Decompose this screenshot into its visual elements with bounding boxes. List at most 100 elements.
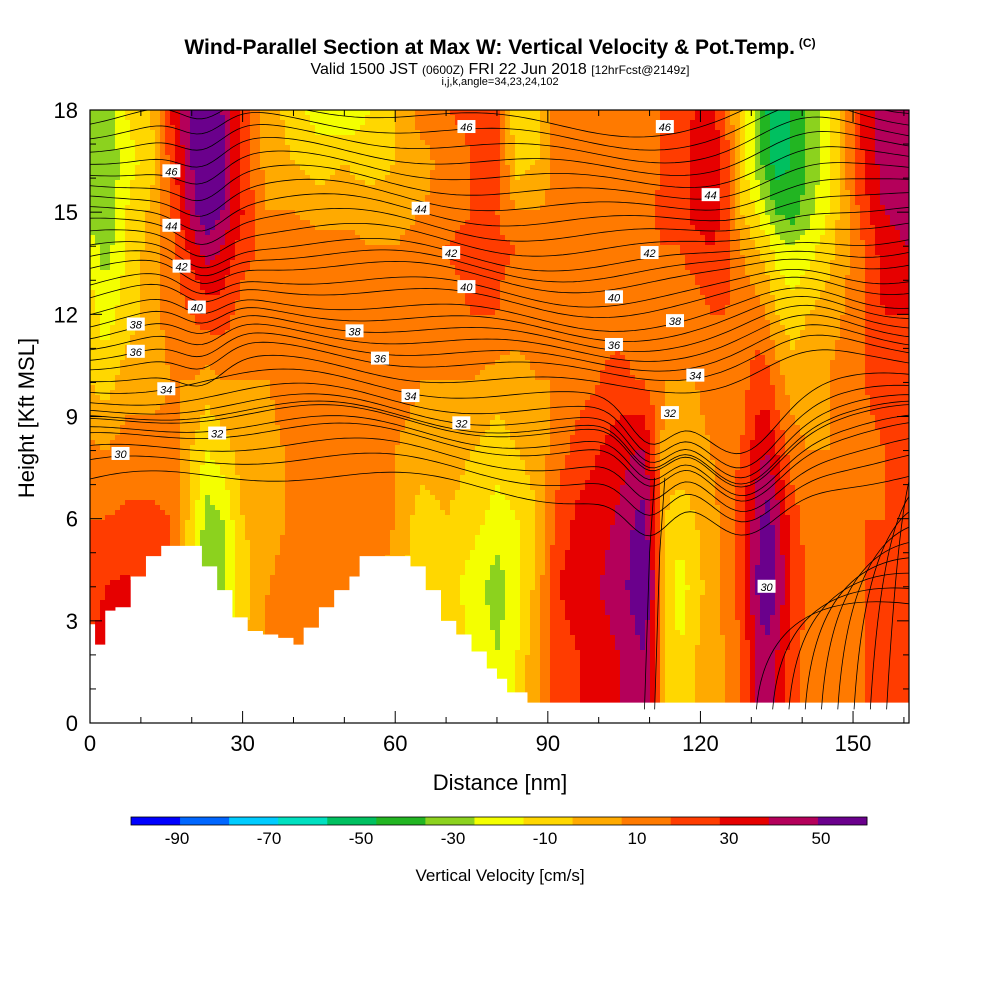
field-cell: [475, 170, 481, 176]
field-cell: [860, 230, 866, 236]
field-cell: [530, 195, 536, 201]
field-cell: [485, 200, 491, 206]
field-cell: [225, 190, 231, 196]
field-cell: [605, 115, 611, 121]
field-cell: [735, 185, 741, 191]
field-cell: [845, 155, 851, 161]
field-cell: [395, 220, 401, 226]
field-cell: [255, 220, 261, 226]
field-cell: [485, 160, 491, 166]
field-cell: [450, 110, 456, 116]
field-cell: [325, 230, 331, 236]
field-cell: [675, 170, 681, 176]
field-cell: [460, 170, 466, 176]
field-cell: [275, 140, 281, 146]
field-cell: [415, 165, 421, 171]
field-cell: [260, 220, 266, 226]
field-cell: [260, 185, 266, 191]
field-cell: [530, 190, 536, 196]
field-cell: [900, 165, 906, 171]
field-cell: [665, 245, 671, 251]
field-cell: [605, 200, 611, 206]
field-cell: [265, 160, 271, 166]
field-cell: [320, 200, 326, 206]
field-cell: [310, 160, 316, 166]
field-cell: [340, 145, 346, 151]
field-cell: [815, 185, 821, 191]
field-cell: [765, 115, 771, 121]
field-cell: [800, 205, 806, 211]
field-cell: [335, 230, 341, 236]
field-cell: [400, 115, 406, 121]
field-cell: [900, 185, 906, 191]
field-cell: [230, 240, 236, 246]
field-cell: [860, 115, 866, 121]
field-cell: [375, 245, 381, 251]
field-cell: [550, 235, 556, 241]
field-cell: [115, 180, 121, 186]
field-cell: [140, 155, 146, 161]
field-cell: [505, 225, 511, 231]
field-cell: [500, 255, 506, 261]
field-cell: [725, 125, 731, 131]
field-cell: [515, 190, 521, 196]
field-cell: [485, 195, 491, 201]
field-cell: [325, 120, 331, 126]
field-cell: [730, 255, 736, 261]
field-cell: [520, 145, 526, 151]
field-cell: [485, 145, 491, 151]
field-cell: [765, 125, 771, 131]
field-cell: [585, 125, 591, 131]
field-cell: [755, 140, 761, 146]
field-cell: [785, 240, 791, 246]
field-cell: [440, 135, 446, 141]
field-cell: [705, 135, 711, 141]
field-cell: [605, 225, 611, 231]
field-cell: [580, 220, 586, 226]
field-cell: [395, 215, 401, 221]
field-cell: [215, 140, 221, 146]
field-cell: [250, 165, 256, 171]
field-cell: [470, 210, 476, 216]
field-cell: [205, 150, 211, 156]
field-cell: [495, 175, 501, 181]
field-cell: [345, 150, 351, 156]
field-cell: [305, 165, 311, 171]
field-cell: [460, 145, 466, 151]
field-cell: [335, 170, 341, 176]
field-cell: [585, 155, 591, 161]
field-cell: [420, 130, 426, 136]
field-cell: [675, 240, 681, 246]
field-cell: [550, 160, 556, 166]
field-cell: [475, 190, 481, 196]
field-cell: [215, 190, 221, 196]
field-cell: [340, 195, 346, 201]
field-cell: [850, 185, 856, 191]
field-cell: [580, 160, 586, 166]
field-cell: [660, 145, 666, 151]
field-cell: [500, 180, 506, 186]
field-cell: [195, 125, 201, 131]
field-cell: [595, 175, 601, 181]
field-cell: [420, 155, 426, 161]
field-cell: [845, 200, 851, 206]
field-cell: [570, 175, 576, 181]
field-cell: [245, 215, 251, 221]
field-cell: [800, 155, 806, 161]
field-cell: [755, 210, 761, 216]
field-cell: [210, 145, 216, 151]
field-cell: [760, 125, 766, 131]
field-cell: [795, 235, 801, 241]
field-cell: [160, 235, 166, 241]
field-cell: [190, 190, 196, 196]
field-cell: [635, 235, 641, 241]
field-cell: [105, 110, 111, 116]
field-cell: [865, 150, 871, 156]
field-cell: [710, 125, 716, 131]
field-cell: [725, 200, 731, 206]
field-cell: [535, 195, 541, 201]
field-cell: [875, 250, 881, 256]
field-cell: [215, 170, 221, 176]
field-cell: [300, 195, 306, 201]
field-cell: [265, 150, 271, 156]
